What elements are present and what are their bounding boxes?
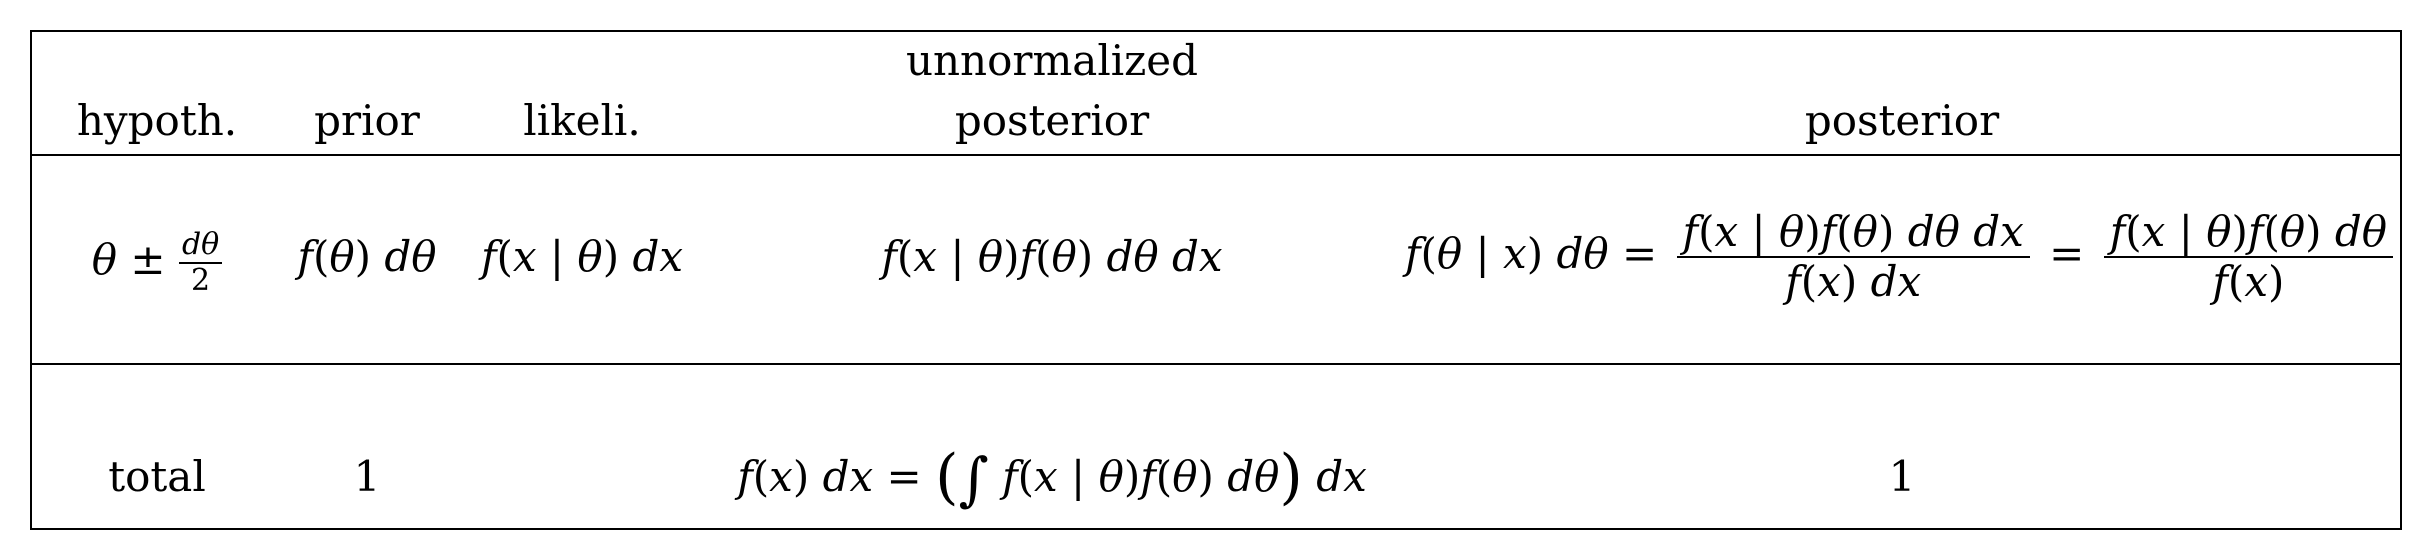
cell-total-prior: 1 bbox=[353, 452, 381, 501]
header-unnormalized-posterior: posterior bbox=[954, 96, 1150, 145]
header-likeli: likeli. bbox=[523, 96, 641, 145]
cell-total-label: total bbox=[108, 452, 206, 501]
header-unnormalized: unnormalized bbox=[905, 36, 1199, 85]
cell-total-posterior: 1 bbox=[1888, 452, 1916, 501]
header-prior: prior bbox=[314, 96, 420, 145]
cell-hypothesis: θ ± dθ 2 bbox=[42, 228, 272, 298]
header-divider bbox=[32, 154, 2400, 156]
cell-total-unnormalized: f(x) dx = (∫ f(x | θ)f(θ) dθ) dx bbox=[737, 442, 1367, 513]
bayes-table: hypoth. prior likeli. unnormalized poste… bbox=[30, 30, 2402, 530]
cell-prior: f(θ) dθ bbox=[297, 232, 437, 281]
header-hypoth: hypoth. bbox=[76, 96, 238, 145]
header-posterior: posterior bbox=[1804, 96, 2000, 145]
row-divider bbox=[32, 363, 2400, 365]
cell-unnormalized: f(x | θ)f(θ) dθ dx bbox=[881, 232, 1223, 281]
cell-posterior: f(θ | x) dθ = f(x | θ)f(θ) dθ dx f(x) dx … bbox=[1402, 208, 2402, 306]
cell-likelihood: f(x | θ) dx bbox=[480, 232, 684, 281]
